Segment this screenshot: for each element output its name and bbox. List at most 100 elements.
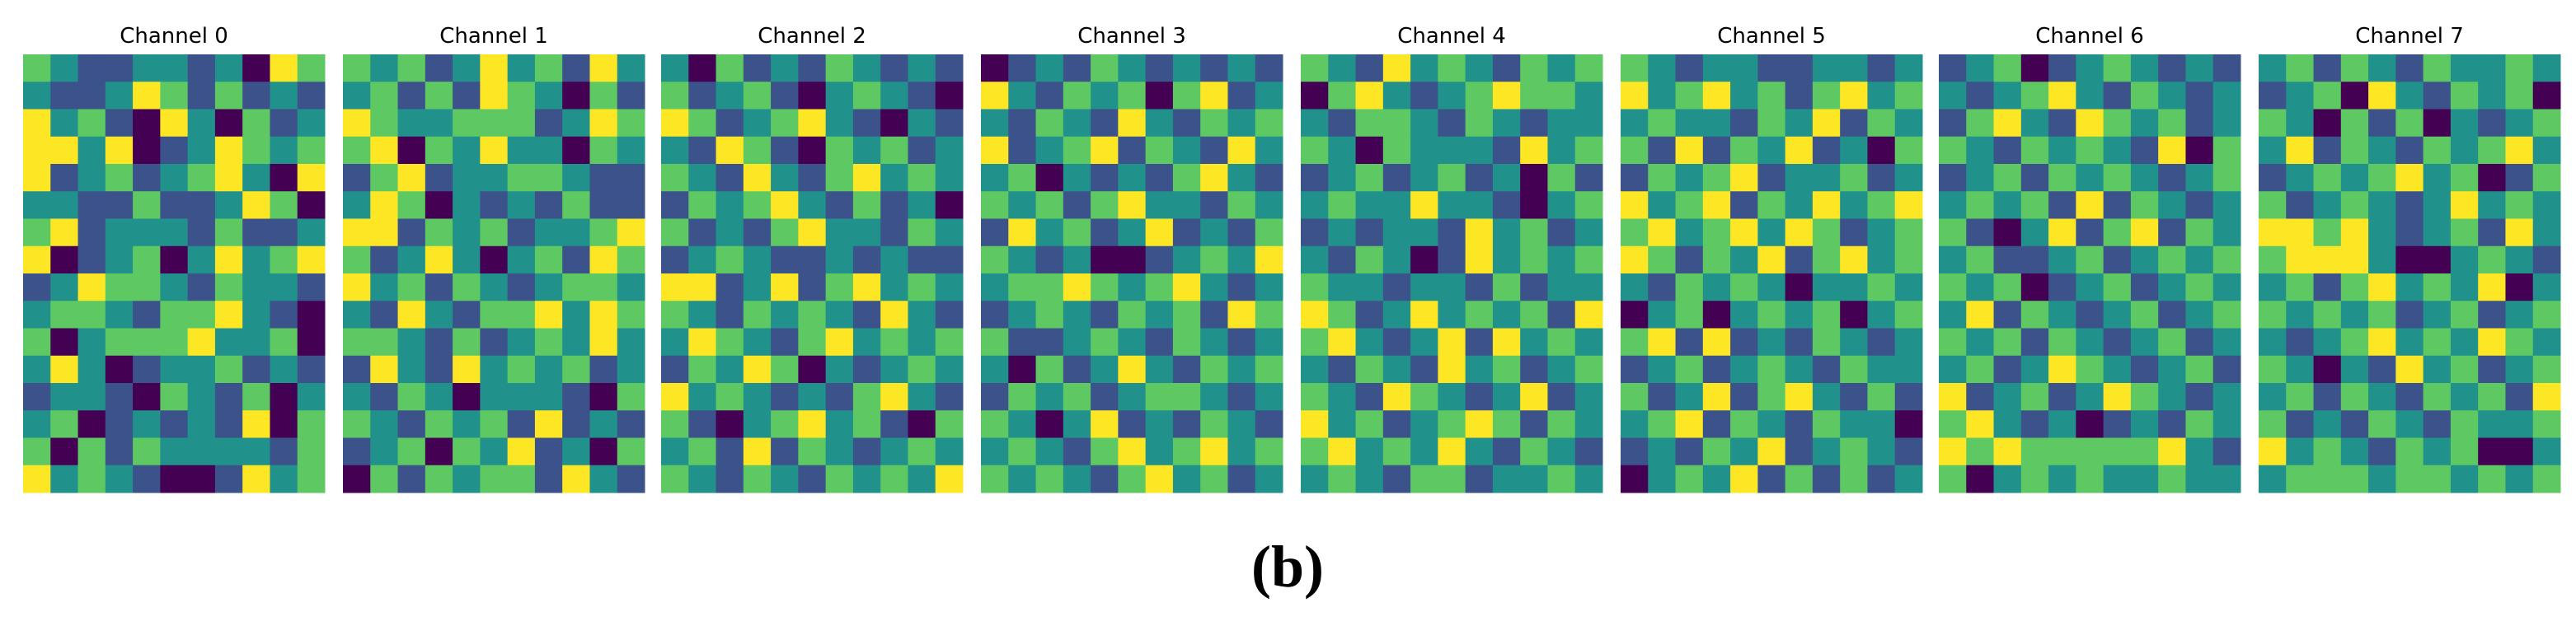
heatmap-cell: [1172, 218, 1201, 247]
heatmap-cell: [1730, 82, 1758, 110]
heatmap-cell: [1492, 54, 1521, 82]
heatmap-cell: [2259, 273, 2287, 301]
heatmap-cell: [133, 109, 161, 138]
heatmap-cell: [507, 82, 536, 110]
heatmap-cell: [1255, 465, 1283, 493]
heatmap-cell: [1520, 164, 1548, 192]
heatmap-cell: [2478, 437, 2506, 466]
heatmap-cell: [589, 54, 618, 82]
heatmap-cell: [297, 328, 326, 357]
heatmap-cell: [1438, 410, 1466, 438]
heatmap-cell: [2212, 328, 2241, 357]
heatmap-cell: [343, 273, 371, 301]
heatmap-cell: [1091, 218, 1119, 247]
heatmap-cell: [716, 465, 744, 493]
heatmap-cell: [1227, 301, 1256, 329]
heatmap-cell: [1648, 54, 1677, 82]
heatmap-cell: [2532, 82, 2561, 110]
heatmap-cell: [589, 109, 618, 138]
heatmap-cell: [425, 109, 453, 138]
heatmap-cell: [2313, 164, 2342, 192]
heatmap-cell: [1465, 328, 1494, 357]
heatmap-cell: [507, 355, 536, 384]
heatmap-cell: [2048, 465, 2076, 493]
heatmap-cell: [2505, 218, 2534, 247]
heatmap-cell: [825, 245, 854, 274]
heatmap-cell: [798, 136, 827, 165]
heatmap-cell: [297, 245, 326, 274]
heatmap-cell: [2478, 328, 2506, 357]
heatmap-cell: [1145, 54, 1174, 82]
heatmap-cell: [2185, 136, 2214, 165]
heatmap-cell: [2395, 164, 2424, 192]
heatmap-cell: [425, 218, 453, 247]
heatmap-cell: [798, 437, 827, 466]
heatmap-cell: [1894, 465, 1923, 493]
heatmap-cell: [1465, 437, 1494, 466]
heatmap-cell: [1520, 245, 1548, 274]
heatmap-cell: [1172, 465, 1201, 493]
heatmap-cell: [2532, 410, 2561, 438]
heatmap-cell: [297, 136, 326, 165]
heatmap-cell: [1063, 328, 1091, 357]
heatmap-cell: [1939, 437, 1967, 466]
heatmap-cell: [1840, 410, 1868, 438]
heatmap-cell: [1438, 355, 1466, 384]
heatmap-cell: [1966, 301, 1995, 329]
heatmap-cell: [105, 301, 134, 329]
heatmap-cell: [562, 465, 590, 493]
heatmap-cell: [160, 136, 189, 165]
heatmap-cell: [2368, 54, 2396, 82]
heatmap-cell: [2340, 82, 2369, 110]
heatmap-cell: [716, 437, 744, 466]
heatmap-cell: [743, 410, 772, 438]
heatmap-cell: [2450, 218, 2479, 247]
heatmap-cell: [343, 301, 371, 329]
heatmap-cell: [688, 82, 717, 110]
heatmap-cell: [133, 218, 161, 247]
heatmap-cell: [2505, 328, 2534, 357]
heatmap-cell: [1492, 273, 1521, 301]
heatmap-cell: [160, 109, 189, 138]
heatmap-cell: [343, 82, 371, 110]
heatmap-cell: [2103, 164, 2132, 192]
heatmap-cell: [2478, 109, 2506, 138]
heatmap-cell: [1118, 54, 1147, 82]
heatmap-cell: [1410, 109, 1438, 138]
heatmap-cell: [1172, 54, 1201, 82]
heatmap-cell: [1382, 191, 1411, 219]
heatmap-cell: [1867, 136, 1896, 165]
heatmap-cell: [1063, 191, 1091, 219]
heatmap-cell: [1172, 82, 1201, 110]
heatmap-cell: [2259, 301, 2287, 329]
heatmap-cell: [2450, 109, 2479, 138]
heatmap-cell: [2212, 301, 2241, 329]
heatmap-cell: [716, 82, 744, 110]
heatmap-cell: [798, 328, 827, 357]
heatmap-cell: [798, 465, 827, 493]
heatmap-cell: [935, 410, 964, 438]
heatmap-cell: [1172, 410, 1201, 438]
heatmap-cell: [453, 301, 481, 329]
heatmap-cell: [617, 273, 645, 301]
heatmap-cell: [2423, 410, 2452, 438]
heatmap-cell: [661, 164, 689, 192]
heatmap-cell: [2286, 355, 2315, 384]
heatmap-cell: [1785, 410, 1814, 438]
heatmap-cell: [297, 109, 326, 138]
heatmap-cell: [534, 383, 563, 411]
heatmap-cell: [743, 164, 772, 192]
heatmap-cell: [425, 355, 453, 384]
heatmap-cell: [1675, 301, 1704, 329]
heatmap-cell: [688, 355, 717, 384]
heatmap-cell: [1812, 437, 1841, 466]
heatmap-cell: [105, 136, 134, 165]
heatmap-cell: [2212, 164, 2241, 192]
heatmap-cell: [1063, 54, 1091, 82]
heatmap-cell: [105, 191, 134, 219]
heatmap-cell: [935, 465, 964, 493]
heatmap-cell: [1008, 301, 1037, 329]
heatmap-cell: [1702, 328, 1731, 357]
heatmap-cell: [2130, 437, 2159, 466]
heatmap-cell: [270, 273, 298, 301]
